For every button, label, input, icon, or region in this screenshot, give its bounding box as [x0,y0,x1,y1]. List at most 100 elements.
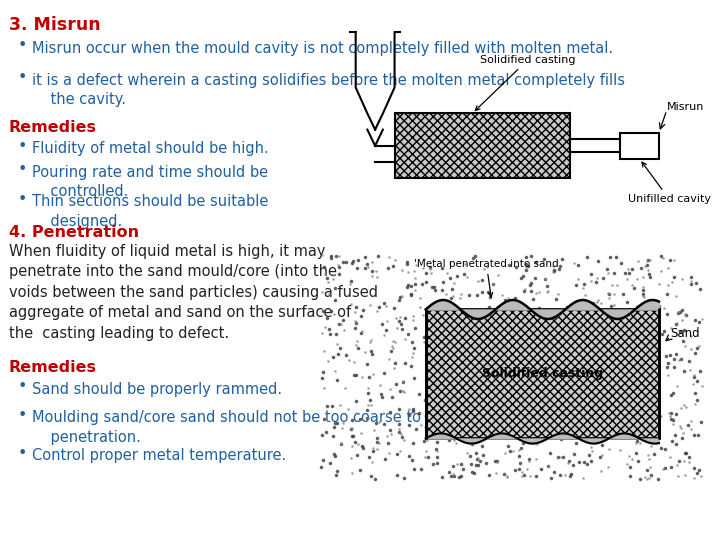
Point [660,463,671,472]
Point [377,393,388,402]
Point [577,474,589,482]
Point [571,281,582,289]
Point [395,447,406,456]
Point [634,475,646,483]
Point [426,282,438,291]
Polygon shape [426,309,659,438]
Point [405,291,417,300]
Point [415,420,427,429]
Point [594,453,606,461]
Point [690,279,702,287]
Point [393,420,405,428]
Point [689,400,701,408]
Point [465,459,477,468]
Point [447,292,459,300]
Point [557,453,569,461]
Point [361,414,372,422]
Point [617,290,629,299]
Point [665,351,676,360]
Point [564,456,575,465]
Point [680,471,691,480]
Point [410,274,421,282]
Point [318,455,329,464]
Point [456,471,467,480]
Point [418,437,430,445]
Point [364,452,375,461]
Text: •: • [17,446,27,461]
Point [329,367,341,375]
Point [567,461,578,469]
Point [467,440,478,448]
Point [523,261,534,270]
Point [676,306,688,315]
Point [425,269,436,278]
Point [361,406,373,414]
Point [484,293,495,301]
Point [397,265,408,274]
Point [538,254,549,263]
Point [386,393,397,401]
Point [392,449,403,458]
Point [408,316,419,325]
Point [631,439,642,448]
Point [331,419,343,428]
Point [380,325,392,334]
Point [330,296,341,305]
Point [637,283,649,292]
Point [562,458,574,467]
Point [606,301,617,310]
Point [390,338,401,346]
Point [397,377,408,386]
Point [579,290,590,299]
Point [668,362,680,371]
Point [585,457,597,465]
Point [598,274,609,282]
Point [503,261,515,270]
Point [491,458,503,467]
Point [679,342,690,350]
Point [395,429,407,438]
Point [579,458,590,467]
Point [670,440,682,448]
Point [683,357,695,366]
Text: Thin sections should be suitable
    designed.: Thin sections should be suitable designe… [32,194,268,228]
Point [508,447,519,455]
Point [665,390,677,399]
Point [689,388,701,397]
Point [634,438,645,447]
Point [388,364,400,373]
Point [352,255,364,264]
Point [685,332,697,341]
Point [333,252,345,260]
Point [570,438,582,447]
Point [336,424,348,433]
Point [464,291,475,300]
Point [398,436,410,444]
Point [636,264,647,272]
Point [397,324,408,333]
Point [477,288,488,296]
Point [509,301,521,309]
Point [371,444,382,453]
Point [394,293,405,301]
Point [409,286,420,294]
Point [365,401,377,409]
Point [338,258,349,267]
Point [675,354,686,363]
Point [637,286,649,294]
Point [595,299,607,308]
Point [688,373,700,381]
Point [362,389,374,397]
Point [516,472,527,481]
Point [690,316,701,325]
Point [391,471,402,480]
Point [546,267,558,276]
Point [472,291,483,299]
Point [406,353,418,361]
Point [631,275,642,284]
Point [349,316,361,325]
Point [527,295,539,303]
Polygon shape [620,133,659,159]
Point [436,473,448,482]
Point [500,448,511,457]
